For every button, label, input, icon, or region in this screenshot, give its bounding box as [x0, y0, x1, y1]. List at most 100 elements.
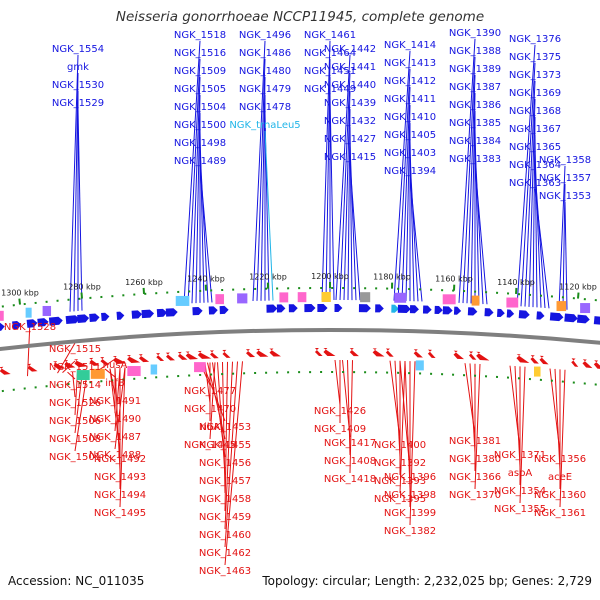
reverse-callout-line: [74, 370, 83, 434]
forward-gene-label: NGK_1449: [304, 84, 356, 95]
reverse-gene-arrow: [427, 349, 436, 358]
reverse-gene-label: NGK_1491: [89, 396, 141, 407]
scale-tick-label: 1140 kbp: [497, 278, 535, 287]
reverse-gene-label: NGK_1399: [384, 508, 436, 519]
reverse-gene-label: NGK_1426: [314, 406, 366, 417]
reverse-callout-line: [347, 360, 351, 456]
forward-gene-label: NGK_1364: [509, 160, 561, 171]
reverse-callout-line: [349, 360, 353, 474]
reverse-gene-arrow: [530, 355, 539, 364]
forward-gene-label: NGK_1554: [52, 44, 104, 55]
reverse-gene-label: infB: [105, 378, 125, 389]
forward-gene-arrow: [276, 304, 286, 313]
forward-gene-label: NGK_1353: [539, 191, 591, 202]
forward-callout-line: [474, 164, 488, 305]
reverse-gene-label: NGK_1409: [314, 424, 366, 435]
forward-gene-label: NGK_1373: [509, 70, 561, 81]
reverse-gene-arrow: [539, 355, 549, 365]
reverse-gene-arrow: [63, 360, 76, 369]
reverse-gene-arrow: [185, 351, 199, 360]
forward-gene-arrow: [434, 305, 443, 315]
forward-gene-label: NGK_1479: [239, 84, 291, 95]
reverse-gene-label: NGK_1515: [49, 344, 101, 355]
forward-gene-label: NGK_1509: [174, 66, 226, 77]
annotation-block: [506, 297, 519, 308]
genome-summary-text: Topology: circular; Length: 2,232,025 bp…: [262, 574, 592, 588]
forward-callout-line: [69, 54, 79, 312]
reverse-callout-line: [404, 360, 411, 490]
scale-tick-mark: [577, 292, 580, 299]
annotation-block: [297, 292, 307, 303]
annotation-block: [175, 295, 190, 306]
forward-gene-label: NGK_1486: [239, 48, 291, 59]
reverse-gene-label: NGK_1526: [49, 398, 101, 409]
reverse-gene-label: NGK_1506: [49, 416, 101, 427]
reverse-gene-label: NGK_1380: [449, 454, 501, 465]
reverse-gene-label: NGK_1456: [199, 458, 251, 469]
forward-gene-label: NGK_1498: [174, 138, 226, 149]
forward-gene-label: NGK_1390: [449, 28, 501, 39]
reverse-gene-label: NGK_1417: [324, 438, 376, 449]
reverse-callout-line: [224, 361, 228, 512]
forward-gene-arrow: [576, 314, 590, 324]
reverse-gene-arrow: [323, 348, 336, 357]
forward-callout-line: [339, 72, 351, 301]
forward-gene-arrow: [37, 318, 49, 327]
forward-gene-label: NGK_1440: [324, 80, 376, 91]
reverse-callout-line: [399, 360, 406, 494]
forward-gene-label: NGK_trnaLeu5: [229, 120, 300, 131]
forward-gene-label: NGK_1365: [509, 142, 561, 153]
forward-gene-arrow: [304, 304, 316, 313]
reverse-callout-line: [224, 361, 243, 566]
forward-callout-line: [325, 58, 331, 301]
reverse-gene-label: NGK_1493: [94, 472, 146, 483]
reverse-gene-label: nusA: [103, 360, 128, 371]
forward-callout-line: [558, 165, 566, 310]
forward-gene-label: NGK_1412: [384, 76, 436, 87]
annotation-block: [534, 366, 541, 377]
reverse-callout-line: [409, 361, 416, 526]
reverse-gene-arrow: [349, 348, 359, 357]
annotation-block: [215, 294, 225, 305]
forward-gene-arrow: [334, 304, 343, 313]
scale-tick-label: 1200 kbp: [311, 272, 349, 281]
forward-gene-label: NGK_1367: [509, 124, 561, 135]
forward-callout-line: [349, 162, 361, 301]
forward-callout-line: [260, 76, 266, 301]
forward-gene-label: NGK_1478: [239, 102, 291, 113]
reverse-gene-label: NGK_1418: [324, 474, 376, 485]
forward-gene-arrow: [192, 306, 203, 316]
forward-gene-label: gmk: [67, 62, 89, 73]
forward-gene-label: NGK_1368: [509, 106, 561, 117]
forward-gene-arrow: [467, 307, 478, 316]
forward-gene-label: NGK_1441: [324, 62, 376, 73]
forward-gene-arrow: [101, 312, 110, 322]
forward-gene-arrow: [409, 305, 419, 314]
forward-callout-line: [199, 148, 209, 303]
annotation-block: [556, 301, 567, 312]
annotation-block: [580, 303, 591, 314]
reverse-gene-arrow: [126, 354, 141, 363]
forward-gene-label: NGK_1414: [384, 40, 436, 51]
forward-gene-label: NGK_1529: [52, 98, 104, 109]
forward-gene-arrow: [208, 306, 218, 315]
annotation-block: [76, 370, 90, 381]
forward-gene-arrow: [397, 304, 411, 314]
reverse-gene-arrow: [372, 348, 385, 357]
annotation-block: [127, 366, 141, 377]
forward-gene-arrow: [549, 312, 564, 322]
reverse-gene-label: NGK_1490: [89, 414, 141, 425]
forward-gene-label: NGK_1369: [509, 88, 561, 99]
forward-callout-line: [401, 86, 411, 301]
annotation-block: [360, 292, 371, 303]
forward-gene-label: NGK_1386: [449, 100, 501, 111]
genome-backbone: [0, 328, 600, 352]
forward-gene-label: NGK_1394: [384, 166, 436, 177]
feature-arrows: [0, 292, 600, 381]
forward-gene-arrow: [593, 316, 600, 325]
reverse-gene-label: NGK_1400: [374, 440, 426, 451]
reverse-gene-label: NGK_1408: [324, 456, 376, 467]
forward-gene-arrow: [89, 313, 100, 323]
scale-tick-label: 1120 kbp: [559, 283, 597, 292]
scale-tick-label: 1280 kbp: [63, 283, 101, 292]
